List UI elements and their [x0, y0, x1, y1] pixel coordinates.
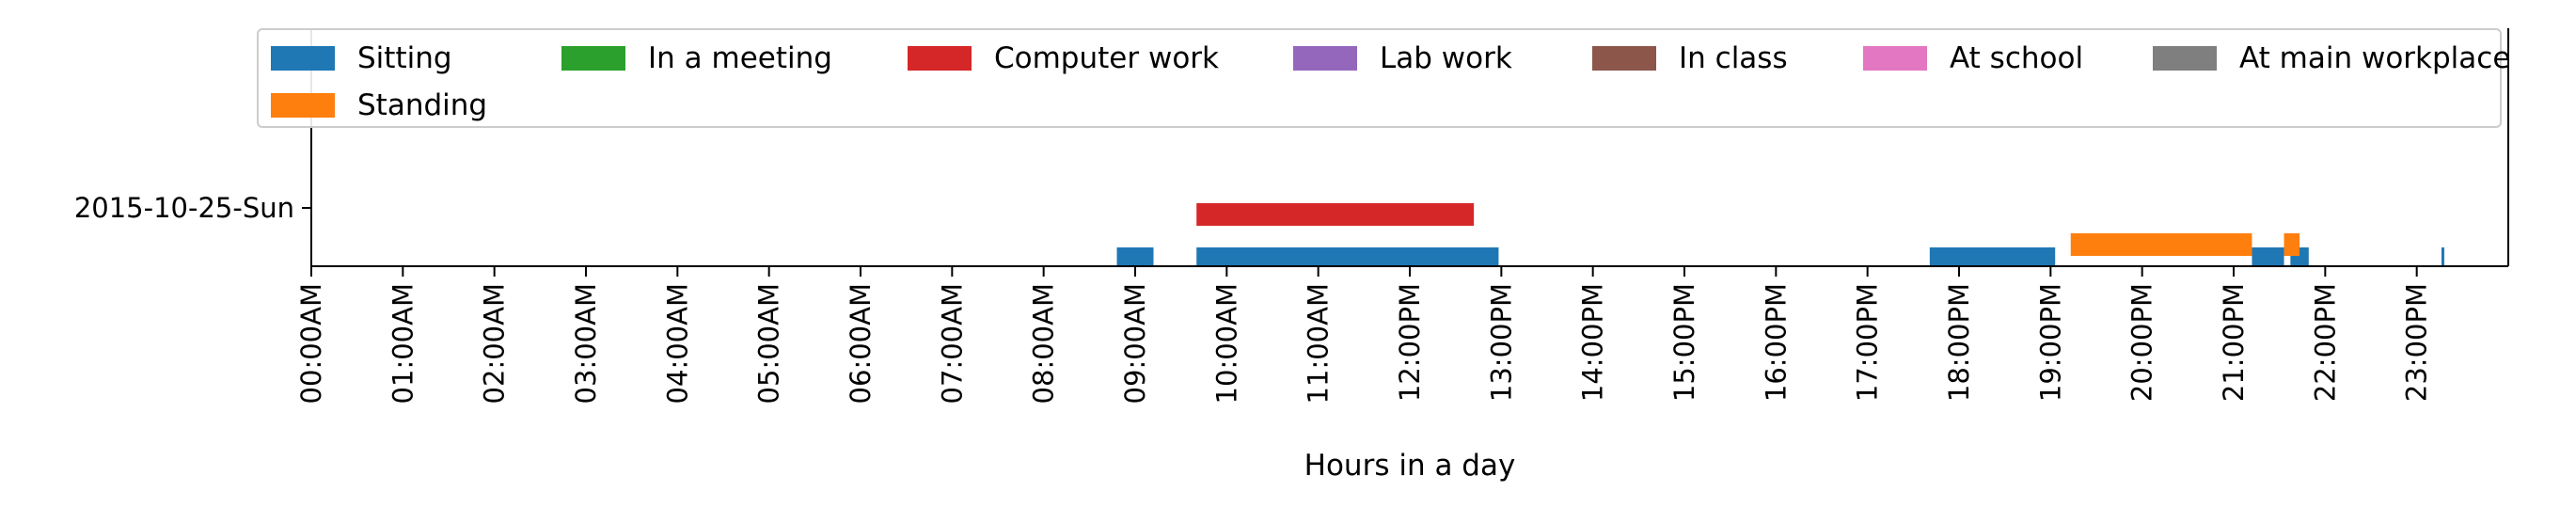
legend-item-standing: Standing: [271, 87, 487, 124]
legend-swatch: [271, 46, 335, 71]
x-tick-label: 15:00PM: [1668, 283, 1700, 402]
x-tick-label: 19:00PM: [2034, 283, 2066, 402]
legend-item-in-class: In class: [1592, 40, 1788, 77]
legend-label: Computer work: [994, 41, 1219, 75]
x-ticks: 00:00AM 01:00AM 02:00AM 03:00AM 04:00AM 05:00…: [295, 266, 2433, 404]
legend-label: In a meeting: [648, 41, 832, 75]
x-tick-label: 06:00AM: [845, 283, 877, 404]
x-tick-label: 23:00PM: [2401, 283, 2433, 402]
bar-computer-work-0: [1196, 203, 1475, 226]
legend-swatch: [1293, 46, 1357, 71]
legend-swatch: [1863, 46, 1927, 71]
legend-swatch: [561, 46, 625, 71]
legend-item-at-main-workplace: At main workplace: [2153, 40, 2510, 77]
legend-swatch: [1592, 46, 1656, 71]
legend-item-in-a-meeting: In a meeting: [561, 40, 832, 77]
x-tick-label: 12:00PM: [1394, 283, 1426, 402]
legend-label: At school: [1950, 41, 2084, 75]
x-tick-label: 07:00AM: [936, 283, 968, 404]
bar-standing-1: [2284, 233, 2300, 256]
legend-item-sitting: Sitting: [271, 40, 452, 77]
x-tick-label: 08:00AM: [1028, 283, 1060, 404]
bars-layer: [1116, 203, 2444, 266]
x-axis-label: Hours in a day: [1304, 449, 1516, 483]
x-tick-label: 02:00AM: [479, 283, 511, 404]
legend-label: Lab work: [1380, 41, 1512, 75]
legend-label: At main workplace: [2239, 41, 2511, 75]
x-tick-label: 05:00AM: [753, 283, 785, 404]
legend-label: In class: [1679, 41, 1788, 75]
x-tick-label: 09:00AM: [1119, 283, 1151, 404]
x-tick-label: 16:00PM: [1760, 283, 1792, 402]
bar-sitting-1: [1196, 247, 1499, 266]
legend-swatch: [2153, 46, 2217, 71]
x-tick-label: 21:00PM: [2218, 283, 2250, 402]
x-tick-label: 18:00PM: [1943, 283, 1975, 402]
x-tick-label: 11:00AM: [1303, 283, 1335, 404]
legend-item-at-school: At school: [1863, 40, 2083, 77]
legend-item-computer-work: Computer work: [908, 40, 1219, 77]
bar-sitting-3: [2252, 247, 2284, 266]
x-tick-label: 14:00PM: [1577, 283, 1609, 402]
x-tick-label: 10:00AM: [1210, 283, 1242, 404]
x-tick-label: 22:00PM: [2309, 283, 2341, 402]
bar-sitting-5: [2441, 247, 2444, 266]
x-tick-label: 01:00AM: [387, 283, 419, 404]
legend-label: Standing: [357, 88, 488, 122]
legend-swatch: [908, 46, 972, 71]
legend: Sitting In a meeting Computer work Lab work…: [257, 28, 2510, 128]
bar-sitting-2: [1929, 247, 2056, 266]
x-tick-label: 20:00PM: [2126, 283, 2158, 402]
x-tick-label: 13:00PM: [1485, 283, 1517, 402]
x-tick-label: 17:00PM: [1852, 283, 1884, 402]
bar-standing-0: [2070, 233, 2252, 256]
x-tick-label: 00:00AM: [295, 283, 327, 404]
bar-sitting-0: [1116, 247, 1154, 266]
x-tick-label: 04:00AM: [661, 283, 693, 404]
legend-label: Sitting: [357, 41, 452, 75]
y-tick-label: 2015-10-25-Sun: [74, 192, 294, 224]
legend-item-lab-work: Lab work: [1293, 40, 1512, 77]
legend-swatch: [271, 93, 335, 118]
x-tick-label: 03:00AM: [570, 283, 602, 404]
